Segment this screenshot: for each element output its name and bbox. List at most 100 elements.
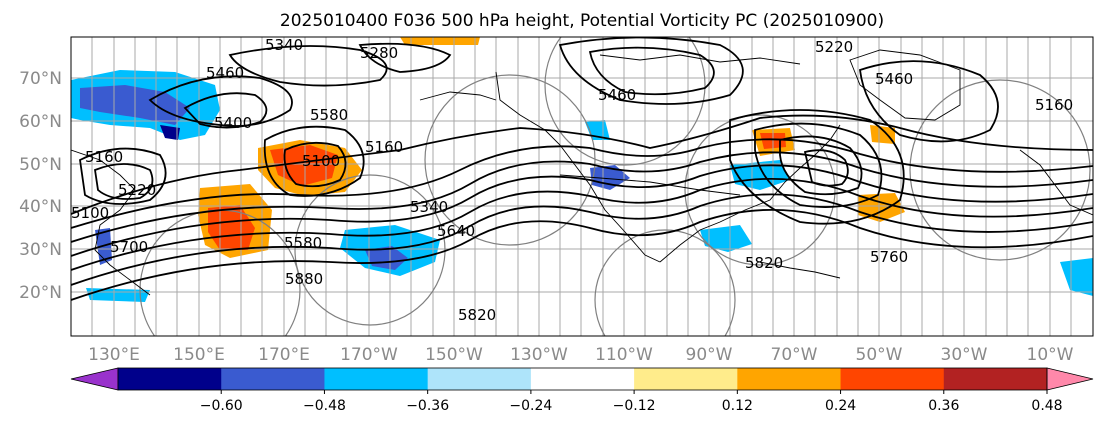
coast-canada-north	[599, 54, 801, 65]
pv-neg-region-nw-deep	[160, 125, 180, 140]
colorbar-tick-label: 0.12	[722, 398, 753, 414]
contour-label: 5580	[310, 106, 348, 124]
colorbar-segment	[324, 368, 429, 390]
longitude-labels: 130°E 150°E 170°E 170°W 150°W 130°W 110°…	[88, 345, 1074, 365]
contour-label: 5820	[745, 254, 783, 272]
contour-label: 5160	[1035, 96, 1073, 114]
contour-low-pacific-2	[283, 141, 347, 188]
colorbar-segment	[634, 368, 738, 390]
contour-5760	[71, 177, 1093, 271]
lon-label: 150°W	[425, 345, 483, 365]
contour-label: 5460	[598, 86, 636, 104]
contour-label: 5400	[214, 114, 252, 132]
contour-label: 5340	[265, 36, 303, 54]
colorbar-segment	[118, 368, 222, 390]
contour-5460	[148, 75, 293, 127]
colorbar-tick-label: 0.36	[928, 398, 959, 414]
contour-low-atlantic-3	[779, 135, 863, 196]
lat-label: 20°N	[19, 283, 62, 303]
lon-label: 10°W	[1027, 345, 1074, 365]
contour-low-west-2	[94, 163, 154, 200]
colorbar-tick-label: 0.24	[825, 398, 856, 414]
colorbar-segment	[737, 368, 842, 390]
contour-label: 5160	[85, 148, 123, 166]
colorbar-extend-low	[70, 367, 119, 391]
range-rings	[139, 37, 1091, 336]
contour-label: 5280	[360, 44, 398, 62]
pv-pos-region-pacific-low-core	[270, 145, 338, 186]
contour-label: 5580	[284, 234, 322, 252]
lon-label: 170°W	[340, 345, 398, 365]
colorbar-segment	[943, 368, 1048, 390]
colorbar-segment	[427, 368, 532, 390]
contour-label: 5820	[458, 306, 496, 324]
contour-label: 5460	[875, 70, 913, 88]
figure-title: 2025010400 F036 500 hPa height, Potentia…	[280, 11, 884, 31]
pv-pos-region-greenland	[870, 125, 895, 144]
contour-label: 5100	[302, 152, 340, 170]
pv-neg-region-east	[1060, 258, 1093, 296]
colorbar-extend-high	[1046, 367, 1094, 391]
contour-low-atlantic-4	[803, 149, 849, 187]
contour-low-pacific-1	[263, 125, 365, 197]
contour-label: 5700	[110, 238, 148, 256]
coast-caribbean	[759, 261, 841, 279]
colorbar-tick-label: −0.24	[509, 398, 552, 414]
colorbar	[70, 367, 1094, 391]
colorbar-tick-label: 0.48	[1031, 398, 1062, 414]
colorbar-tick-label: −0.36	[406, 398, 449, 414]
contour-5400	[183, 92, 268, 129]
contour-label: 5880	[285, 270, 323, 288]
lat-label: 40°N	[19, 197, 62, 217]
coast-alaska	[419, 91, 497, 101]
lat-label: 30°N	[19, 240, 62, 260]
map-frame	[70, 36, 1094, 337]
lon-label: 50°W	[856, 345, 903, 365]
contour-label: 5340	[410, 198, 448, 216]
colorbar-tick-label: −0.60	[200, 398, 243, 414]
colorbar-segment	[840, 368, 945, 390]
contour-low-west-1	[79, 147, 167, 205]
map-content: 5340 5280 5220 5460 5400 5580 5160 5100 …	[71, 36, 1093, 336]
lon-label: 150°E	[173, 345, 225, 365]
contour-label: 5460	[206, 64, 244, 82]
pv-neg-region-pacific-core	[365, 246, 408, 270]
lon-label: 130°E	[88, 345, 140, 365]
contour-5280	[358, 42, 452, 73]
pv-pos-region-north	[400, 37, 480, 45]
lat-label: 60°N	[19, 112, 62, 132]
colorbar-ticks: −0.60 −0.48 −0.36 −0.24 −0.12 0.12 0.24 0.36 0.4…	[200, 390, 1063, 414]
lat-label: 70°N	[19, 69, 62, 89]
colorbar-segment	[221, 368, 325, 390]
coast-greenland	[849, 49, 961, 121]
contour-low-north-canada	[558, 37, 744, 105]
contour-5520	[71, 114, 1093, 215]
lon-label: 90°W	[686, 345, 733, 365]
lon-label: 130°W	[510, 345, 568, 365]
lon-label: 110°W	[595, 345, 653, 365]
contour-5820	[71, 193, 1093, 286]
contour-labels: 5340 5280 5220 5460 5400 5580 5160 5100 …	[71, 36, 1073, 324]
latitude-labels: 70°N 60°N 50°N 40°N 30°N 20°N	[19, 69, 62, 303]
contour-low-north-canada-2	[588, 46, 715, 96]
colorbar-tick-label: −0.12	[613, 398, 656, 414]
pv-neg-region-gulf	[700, 225, 752, 252]
contour-low-atlantic-1	[729, 109, 905, 225]
contour-5340	[228, 45, 388, 87]
height-contours	[71, 37, 1093, 301]
contour-5640	[71, 151, 1093, 243]
contour-label: 5640	[437, 222, 475, 240]
contour-5700	[71, 164, 1093, 257]
lon-label: 70°W	[771, 345, 818, 365]
contour-label: 5760	[870, 248, 908, 266]
pv-neg-region-usa	[590, 165, 630, 190]
colorbar-tick-label: −0.48	[303, 398, 346, 414]
contour-5880	[71, 208, 1093, 301]
lat-label: 50°N	[19, 155, 62, 175]
contour-label: 5220	[118, 181, 156, 199]
colorbar-segment	[530, 368, 635, 390]
contour-label: 5220	[815, 38, 853, 56]
lon-label: 170°E	[258, 345, 310, 365]
contour-label: 5100	[71, 204, 109, 222]
